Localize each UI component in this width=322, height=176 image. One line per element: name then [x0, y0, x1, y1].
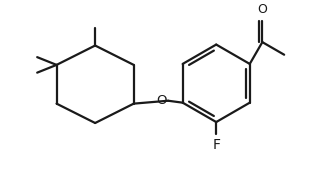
Text: O: O [156, 94, 166, 107]
Text: F: F [212, 137, 220, 152]
Text: O: O [257, 3, 267, 16]
